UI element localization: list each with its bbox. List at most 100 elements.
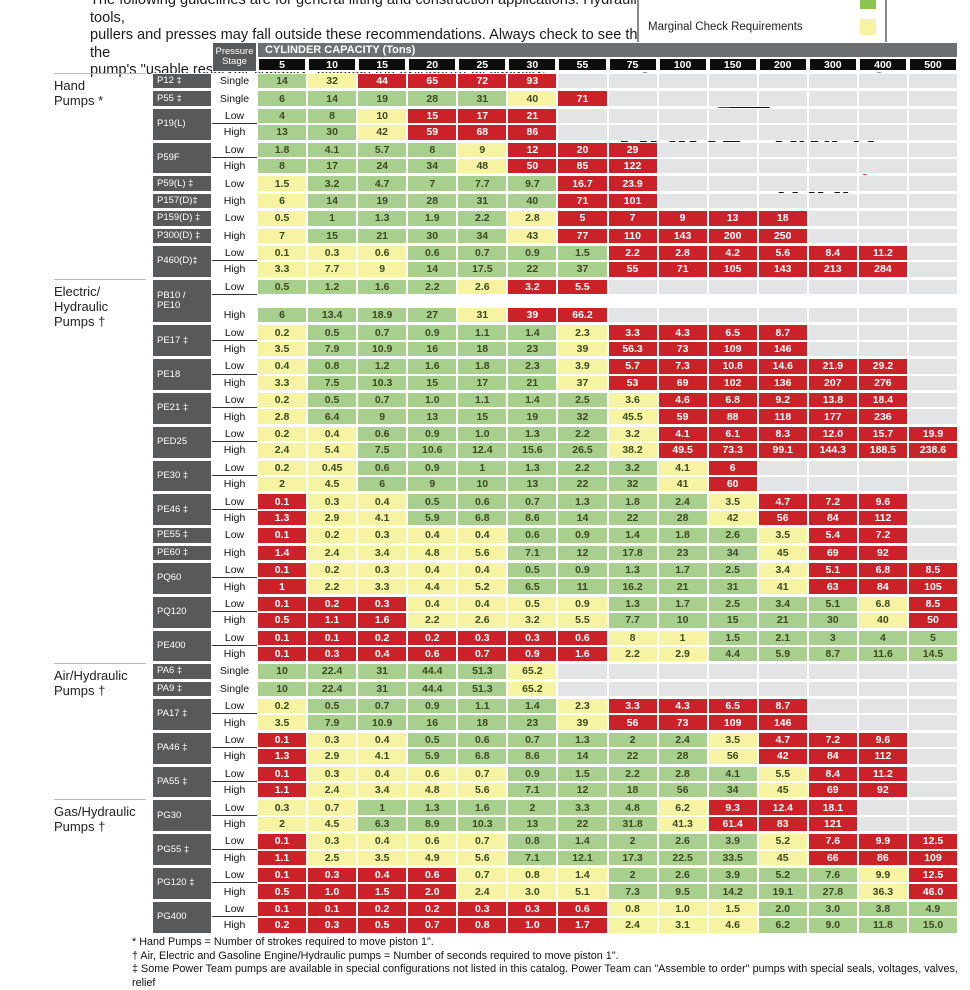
pump-model-label: P159(D) ‡ [152, 210, 212, 227]
pump-row-group: P460(D)‡ Low 0.1 0.3 0.6 0.6 0.7 0.9 1.5 2.2 2.8 4.… [152, 244, 958, 278]
capacity-value-cell: 92 [857, 782, 908, 799]
capacity-value-cell: 105 [907, 578, 958, 595]
capacity-value-cell: 0.2 [257, 324, 308, 341]
pressure-stage-cell: High [212, 192, 257, 210]
capacity-value-cell: 1 [357, 799, 408, 816]
pressure-stage-cell: High [212, 612, 257, 629]
empty-cell [807, 278, 858, 296]
capacity-value-cell: 12 [557, 782, 608, 799]
empty-cell [857, 475, 908, 493]
capacity-value-cell: 5.6 [457, 849, 508, 866]
capacity-value-cell: 188.5 [857, 442, 908, 459]
capacity-value-cell: 2.3 [557, 698, 608, 715]
capacity-value-cell: 8 [607, 629, 658, 646]
capacity-value-cell: 11.6 [857, 645, 908, 663]
capacity-value-cell: 43 [507, 227, 558, 244]
capacity-value-cell: 22.4 [307, 663, 358, 680]
empty-cell [657, 307, 708, 324]
empty-cell [857, 107, 908, 125]
capacity-value-cell: 31 [457, 192, 508, 210]
capacity-value-cell: 4.9 [407, 849, 458, 866]
capacity-value-cell: 8.9 [407, 815, 458, 833]
capacity-value-cell: 10.3 [457, 815, 508, 833]
capacity-value-cell: 0.6 [357, 425, 408, 443]
capacity-value-cell: 9.6 [857, 731, 908, 749]
capacity-value-cell: 13.8 [807, 392, 858, 409]
capacity-value-cell: 12 [557, 544, 608, 561]
capacity-value-cell: 84 [857, 578, 908, 595]
empty-cell [757, 475, 808, 493]
capacity-value-cell: 10.8 [707, 358, 758, 375]
capacity-value-cell: 40 [507, 192, 558, 210]
capacity-value-cell: 72 [457, 73, 508, 90]
capacity-value-cell: 13 [407, 408, 458, 425]
capacity-value-cell: 14.2 [707, 883, 758, 900]
tonnage-column-header: 30 [507, 58, 558, 72]
empty-cell [757, 157, 808, 175]
pressure-stage-cell: High [212, 714, 257, 731]
empty-cell [707, 680, 758, 698]
capacity-value-cell: 4.6 [707, 917, 758, 934]
capacity-value-cell: 2.0 [757, 900, 808, 918]
capacity-value-cell: 41 [757, 578, 808, 595]
capacity-value-cell: 29.2 [857, 358, 908, 375]
pressure-stage-cell: Low [212, 493, 257, 510]
capacity-value-cell: 14 [557, 509, 608, 527]
pressure-stage-cell: Low [212, 244, 257, 262]
capacity-value-cell: 112 [857, 509, 908, 527]
pressure-stage-cell: Low [212, 629, 257, 646]
empty-cell [757, 73, 808, 90]
capacity-value-cell: 0.2 [307, 561, 358, 579]
capacity-value-cell: 15 [457, 408, 508, 425]
capacity-value-cell: 0.9 [507, 645, 558, 663]
capacity-value-cell: 1 [657, 629, 708, 646]
capacity-value-cell: 4.7 [357, 175, 408, 192]
capacity-value-cell: 143 [757, 261, 808, 278]
capacity-value-cell: 21 [507, 374, 558, 392]
capacity-value-cell: 1.1 [457, 324, 508, 341]
capacity-value-cell: 177 [807, 408, 858, 425]
capacity-value-cell: 7.9 [307, 340, 358, 358]
capacity-value-cell: 2.5 [707, 595, 758, 613]
capacity-value-cell: 1.9 [407, 210, 458, 227]
empty-cell [807, 714, 858, 731]
capacity-value-cell: 8.7 [807, 645, 858, 663]
empty-cell [907, 459, 958, 476]
capacity-value-cell: 73 [657, 714, 708, 731]
capacity-value-cell: 0.6 [557, 900, 608, 918]
capacity-value-cell: 1.2 [307, 278, 358, 296]
capacity-value-cell: 0.1 [307, 629, 358, 646]
capacity-value-cell: 2 [607, 866, 658, 884]
capacity-value-cell: 30 [307, 124, 358, 141]
capacity-value-cell: 0.7 [507, 731, 558, 749]
capacity-value-cell: 0.3 [307, 731, 358, 749]
empty-cell [907, 175, 958, 192]
capacity-value-cell: 5.6 [457, 782, 508, 799]
capacity-value-cell: 0.3 [357, 595, 408, 613]
capacity-value-cell: 30 [407, 227, 458, 244]
pump-row-group: P157(D)‡ High 6 14 19 28 31 40 71 101 [152, 192, 958, 210]
empty-cell [607, 107, 658, 125]
capacity-value-cell: 21 [357, 227, 408, 244]
empty-cell [907, 244, 958, 262]
empty-cell [907, 261, 958, 278]
capacity-value-cell: 8 [257, 157, 308, 175]
capacity-value-cell: 0.1 [257, 629, 308, 646]
capacity-value-cell: 3.9 [707, 833, 758, 850]
capacity-value-cell: 144.3 [807, 442, 858, 459]
pressure-stage-cell: Low [212, 698, 257, 715]
capacity-value-cell: 0.1 [257, 561, 308, 579]
capacity-value-cell: 22 [557, 815, 608, 833]
capacity-value-cell: 1.3 [607, 561, 658, 579]
capacity-value-cell: 0.5 [407, 731, 458, 749]
capacity-value-cell: 2.5 [307, 849, 358, 866]
empty-cell [707, 107, 758, 125]
model-column-header-blank [152, 42, 212, 72]
capacity-value-cell: 0.2 [257, 459, 308, 476]
empty-cell [907, 157, 958, 175]
capacity-value-cell: 39 [507, 307, 558, 324]
empty-cell [757, 107, 808, 125]
empty-cell [907, 509, 958, 527]
capacity-value-cell: 1.1 [257, 849, 308, 866]
capacity-value-cell: 1.3 [557, 731, 608, 749]
